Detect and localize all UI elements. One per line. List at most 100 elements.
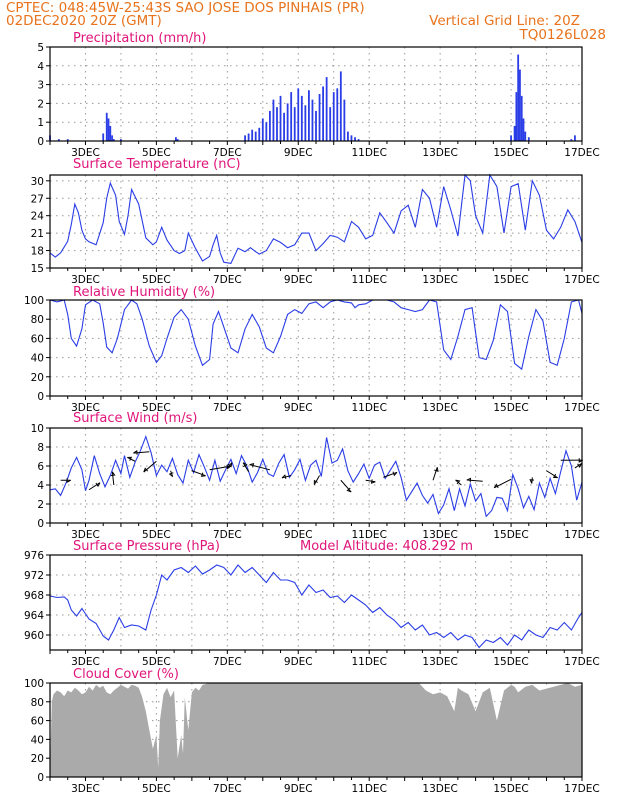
x-tick-label: 7DEC <box>213 783 242 795</box>
y-tick-label: 15 <box>31 263 44 275</box>
y-tick-label: 4 <box>37 480 44 492</box>
y-tick-label: 0 <box>37 518 44 530</box>
precipitation-title: Precipitation (mm/h) <box>73 31 206 46</box>
x-tick-label: 11DEC <box>351 402 386 414</box>
y-tick-label: 1 <box>37 117 44 129</box>
precip-bar <box>519 70 521 141</box>
wind-vector <box>366 480 376 482</box>
x-tick-label: 5DEC <box>142 783 171 795</box>
precip-bar <box>340 71 342 141</box>
precip-bar <box>343 100 345 141</box>
precip-bar <box>287 103 289 141</box>
y-tick-label: 964 <box>24 610 44 622</box>
surface_temperature-panel: Surface Temperature (nC)1518212427303DEC… <box>31 157 600 286</box>
wind-vector <box>547 471 558 478</box>
y-tick-label: 2 <box>37 98 44 110</box>
precip-bar <box>351 135 353 141</box>
y-tick-label: 100 <box>24 678 44 690</box>
x-tick-label: 17DEC <box>564 402 599 414</box>
y-tick-label: 960 <box>24 630 44 642</box>
x-tick-label: 15DEC <box>493 783 528 795</box>
y-tick-label: 10 <box>31 423 44 435</box>
surface_temperature-title: Surface Temperature (nC) <box>73 157 241 172</box>
surface_pressure-panel: Surface Pressure (hPa)Model Altitude: 40… <box>24 539 600 668</box>
precip-bar <box>319 94 321 141</box>
y-tick-label: 40 <box>31 734 44 746</box>
x-tick-label: 17DEC <box>564 656 599 668</box>
precip-bar <box>244 135 246 141</box>
precip-bar <box>510 135 512 141</box>
x-tick-label: 9DEC <box>284 402 313 414</box>
y-tick-label: 8 <box>37 442 44 454</box>
precip-bar <box>106 113 108 141</box>
precip-bar <box>109 126 111 141</box>
y-tick-label: 2 <box>37 499 44 511</box>
x-tick-label: 7DEC <box>213 656 242 668</box>
x-tick-label: 13DEC <box>422 783 457 795</box>
x-tick-label: 7DEC <box>213 274 242 286</box>
precip-bar <box>308 90 310 141</box>
precip-bar <box>269 111 271 141</box>
precip-bar <box>102 133 104 141</box>
y-tick-label: 0 <box>37 772 44 784</box>
y-tick-label: 0 <box>37 391 44 403</box>
y-tick-label: 24 <box>31 211 45 223</box>
x-tick-label: 11DEC <box>351 656 386 668</box>
precip-bar <box>322 86 324 141</box>
y-tick-label: 27 <box>31 193 44 205</box>
x-tick-label: 13DEC <box>422 656 457 668</box>
precip-bar <box>329 107 331 141</box>
wind-vector-head <box>127 457 131 460</box>
precip-bar <box>276 107 278 141</box>
x-tick-label: 17DEC <box>564 529 599 541</box>
x-tick-label: 15DEC <box>493 402 528 414</box>
precip-bar <box>280 96 282 141</box>
surface_temperature-line <box>50 175 582 263</box>
precip-bar <box>326 77 328 141</box>
precip-bar <box>290 92 292 141</box>
precip-bar <box>251 130 253 141</box>
y-tick-label: 3 <box>37 80 44 92</box>
precip-bar <box>262 118 264 141</box>
precip-bar <box>108 118 110 141</box>
precip-bar <box>297 88 299 141</box>
x-tick-label: 9DEC <box>284 147 313 159</box>
y-tick-label: 100 <box>24 295 44 307</box>
x-tick-label: 11DEC <box>351 783 386 795</box>
wind-vector <box>494 479 511 487</box>
surface_pressure-subtitle: Model Altitude: 408.292 m <box>300 539 473 554</box>
precip-bar <box>111 135 113 141</box>
wind-vector <box>341 480 351 492</box>
surface_wind-title: Surface Wind (m/s) <box>73 411 197 426</box>
y-tick-label: 4 <box>37 61 44 73</box>
x-tick-label: 13DEC <box>422 147 457 159</box>
x-tick-label: 17DEC <box>564 274 599 286</box>
x-tick-label: 13DEC <box>422 274 457 286</box>
y-tick-label: 968 <box>24 590 44 602</box>
y-tick-label: 80 <box>31 697 44 709</box>
y-tick-label: 6 <box>37 461 44 473</box>
x-tick-label: 3DEC <box>71 783 100 795</box>
y-tick-label: 976 <box>24 550 44 562</box>
x-tick-label: 11DEC <box>351 147 386 159</box>
precip-bar <box>301 96 303 141</box>
y-tick-label: 20 <box>31 372 44 384</box>
precip-bar <box>336 88 338 141</box>
x-tick-label: 9DEC <box>284 783 313 795</box>
wind-vector <box>433 467 437 480</box>
cloud_cover-title: Cloud Cover (%) <box>73 667 179 682</box>
x-tick-label: 9DEC <box>284 274 313 286</box>
precip-bar <box>265 122 267 141</box>
precip-bar <box>294 107 296 141</box>
y-tick-label: 0 <box>37 136 44 148</box>
precip-bar <box>574 135 576 141</box>
precip-bar <box>315 111 317 141</box>
relative_humidity-title: Relative Humidity (%) <box>73 285 215 300</box>
y-tick-label: 20 <box>31 753 44 765</box>
surface_wind-line <box>50 437 582 517</box>
precip-bar <box>333 92 335 141</box>
